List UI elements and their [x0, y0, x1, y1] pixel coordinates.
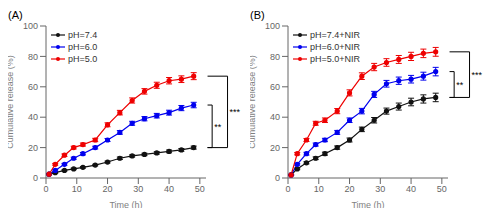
svg-text:20: 20: [28, 143, 38, 153]
svg-text:100: 100: [23, 21, 38, 31]
html-text:pH=5.0+NIR: pH=5.0+NIR: [310, 54, 360, 64]
svg-text:Time (h): Time (h): [351, 200, 384, 208]
svg-text:10: 10: [314, 184, 324, 194]
svg-text:60: 60: [270, 82, 280, 92]
html-text:pH=5.0: pH=5.0: [68, 54, 98, 64]
svg-text:20: 20: [103, 184, 113, 194]
svg-text:40: 40: [406, 184, 416, 194]
svg-text:Cumulative release (%): Cumulative release (%): [250, 55, 257, 149]
svg-text:80: 80: [270, 52, 280, 62]
svg-text:10: 10: [72, 184, 82, 194]
html-text:pH=6.0+NIR: pH=6.0+NIR: [310, 42, 360, 52]
svg-text:60: 60: [28, 82, 38, 92]
html-text:(A): (A): [8, 9, 23, 21]
svg-text:20: 20: [270, 143, 280, 153]
svg-text:50: 50: [195, 184, 205, 194]
svg-text:0: 0: [33, 173, 38, 183]
svg-text:80: 80: [28, 52, 38, 62]
html-text:pH=6.0: pH=6.0: [68, 42, 98, 52]
svg-text:20: 20: [345, 184, 355, 194]
html-text:pH=7.4: pH=7.4: [68, 30, 98, 40]
html-text:pH=7.4+NIR: pH=7.4+NIR: [310, 30, 360, 40]
svg-text:40: 40: [164, 184, 174, 194]
svg-text:0: 0: [43, 184, 48, 194]
svg-text:***: ***: [472, 70, 483, 80]
svg-text:***: ***: [230, 107, 241, 117]
svg-text:**: **: [456, 80, 464, 90]
svg-text:0: 0: [285, 184, 290, 194]
svg-text:Time (h): Time (h): [109, 200, 142, 208]
svg-text:40: 40: [270, 112, 280, 122]
svg-text:0: 0: [275, 173, 280, 183]
html-text:(B): (B): [250, 9, 265, 21]
svg-text:**: **: [214, 122, 222, 132]
svg-text:30: 30: [375, 184, 385, 194]
svg-text:100: 100: [265, 21, 280, 31]
svg-text:40: 40: [28, 112, 38, 122]
svg-text:30: 30: [133, 184, 143, 194]
svg-text:50: 50: [437, 184, 447, 194]
svg-text:Cumulative release (%): Cumulative release (%): [8, 55, 15, 149]
